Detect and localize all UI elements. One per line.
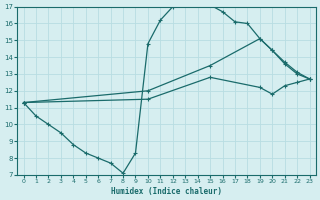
X-axis label: Humidex (Indice chaleur): Humidex (Indice chaleur) xyxy=(111,187,222,196)
